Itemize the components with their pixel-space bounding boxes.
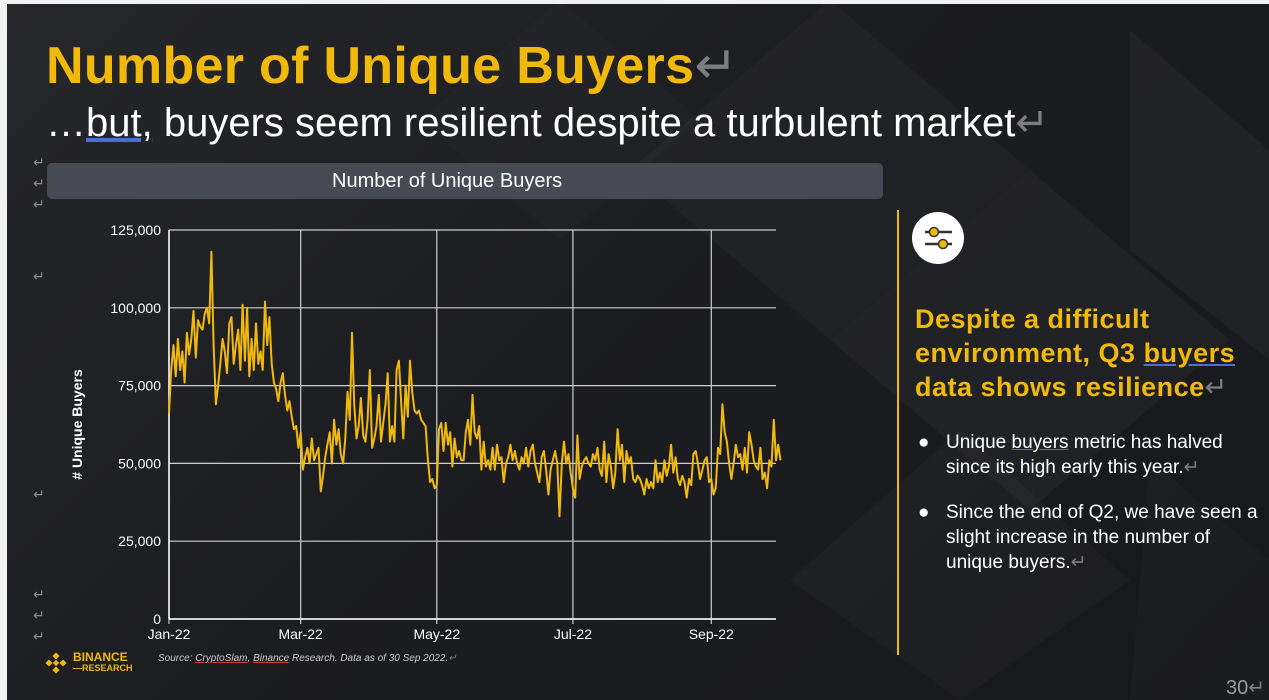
x-tick-label: Jul-22 (554, 626, 592, 642)
paragraph-mark: ↵ (33, 268, 45, 284)
list-item: ● Unique buyers metric has halved since … (918, 432, 1223, 478)
binance-research-logo: BINANCE —RESEARCH (45, 651, 133, 674)
x-tick-label: May-22 (413, 626, 460, 642)
bullet-list: ● Unique buyers metric has halved since … (918, 430, 1263, 595)
unique-buyers-chart: 0 25,000 50,000 75,000 100,000 125,000 Jan-22 M… (69, 222, 782, 642)
paragraph-marks-bottom: ↵ ↵ ↵ (33, 586, 45, 644)
chart-title: Number of Unique Buyers (332, 170, 563, 192)
source-note: Source: CryptoSlam, Binance Research. Da… (158, 653, 457, 664)
y-tick-label: 25,000 (118, 533, 161, 549)
slide-subtitle: …but, buyers seem resilient despite a tu… (46, 101, 1049, 145)
y-tick-label: 75,000 (118, 378, 161, 394)
binance-logo-icon (45, 652, 67, 674)
paragraph-marks-top: ↵ ↵ ↵ (33, 154, 45, 212)
series-line-unique-buyers (168, 250, 782, 518)
panel-headline: Despite a difficult environment, Q3 buye… (915, 304, 1236, 402)
slide-title: Number of Unique Buyers↵ (46, 37, 739, 95)
return-mark: ↵ (1015, 101, 1049, 145)
y-axis-label: # Unique Buyers (69, 369, 85, 480)
y-tick-label: 125,000 (110, 222, 161, 238)
return-mark: ↵ (1204, 372, 1228, 402)
x-tick-label: Jan-22 (148, 626, 191, 642)
y-tick-label: 100,000 (110, 300, 161, 316)
page-number: 30↵ (1226, 677, 1266, 699)
chart-title-bar: Number of Unique Buyers (47, 163, 883, 199)
y-tick-label: 0 (153, 611, 161, 627)
sliders-icon (912, 212, 964, 264)
left-edge-rail (0, 0, 7, 700)
x-tick-label: Sep-22 (689, 626, 734, 642)
return-mark: ↵ (694, 37, 739, 95)
list-item: ● Since the end of Q2, we have seen a sl… (918, 502, 1258, 573)
paragraph-mark: ↵ (33, 486, 45, 502)
panel-divider (897, 210, 899, 655)
top-edge-line (0, 0, 1269, 4)
x-tick-label: Mar-22 (278, 626, 323, 642)
y-tick-label: 50,000 (118, 455, 161, 471)
